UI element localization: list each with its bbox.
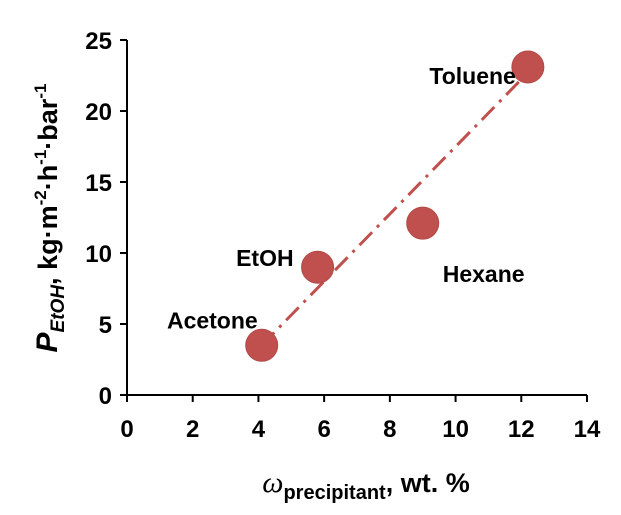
x-tick-label: 0	[120, 416, 133, 443]
x-tick-label: 8	[383, 416, 396, 443]
trendline	[260, 71, 529, 347]
y-axis-title-units: ·h	[33, 165, 63, 190]
y-tick-label: 10	[85, 241, 112, 268]
trendline-group	[260, 71, 529, 347]
x-tick-label: 10	[442, 416, 469, 443]
y-tick-label: 0	[99, 383, 112, 410]
data-points	[245, 50, 545, 362]
data-point-hexane	[406, 206, 440, 240]
y-axis-title-subscript: EtOH	[48, 284, 69, 333]
y-tick-label: 25	[85, 28, 112, 55]
y-axis-title-exponent: -1	[31, 150, 50, 165]
point-label-acetone: Acetone	[167, 307, 258, 333]
y-axis-title: PEtOH, kg·m-2·h-1·bar-1	[31, 84, 69, 353]
y-axis-title-units: ·bar	[33, 98, 63, 150]
x-axis-title-suffix: , wt. %	[386, 468, 470, 498]
y-tick-label: 15	[85, 170, 112, 197]
point-label-toluene: Toluene	[429, 63, 515, 89]
x-tick-label: 14	[574, 416, 601, 443]
y-tick-label: 5	[99, 312, 112, 339]
data-point-etoh	[301, 250, 335, 284]
y-axis-title-exponent: -2	[31, 190, 50, 205]
axes: 0 2 4 6 8 10 12 14 0 5 10 15 20 25	[85, 28, 601, 443]
point-labels: Acetone EtOH Hexane Toluene	[167, 63, 525, 333]
point-label-hexane: Hexane	[443, 261, 525, 287]
point-label-etoh: EtOH	[236, 245, 294, 271]
y-axis-title-symbol: P	[31, 331, 64, 352]
data-point-acetone	[245, 328, 279, 362]
x-axis-title-subscript: precipitant	[283, 482, 386, 504]
x-axis-title: ωprecipitant, wt. %	[262, 466, 469, 504]
x-tick-label: 12	[508, 416, 535, 443]
y-axis-title-units: , kg·m	[33, 205, 63, 285]
x-tick-label: 2	[186, 416, 199, 443]
y-tick-label: 20	[85, 99, 112, 126]
data-point-toluene	[511, 50, 545, 84]
x-axis-title-symbol: ω	[262, 466, 283, 499]
x-tick-label: 6	[317, 416, 330, 443]
x-tick-label: 4	[252, 416, 266, 443]
y-axis-title-exponent: -1	[31, 84, 50, 99]
